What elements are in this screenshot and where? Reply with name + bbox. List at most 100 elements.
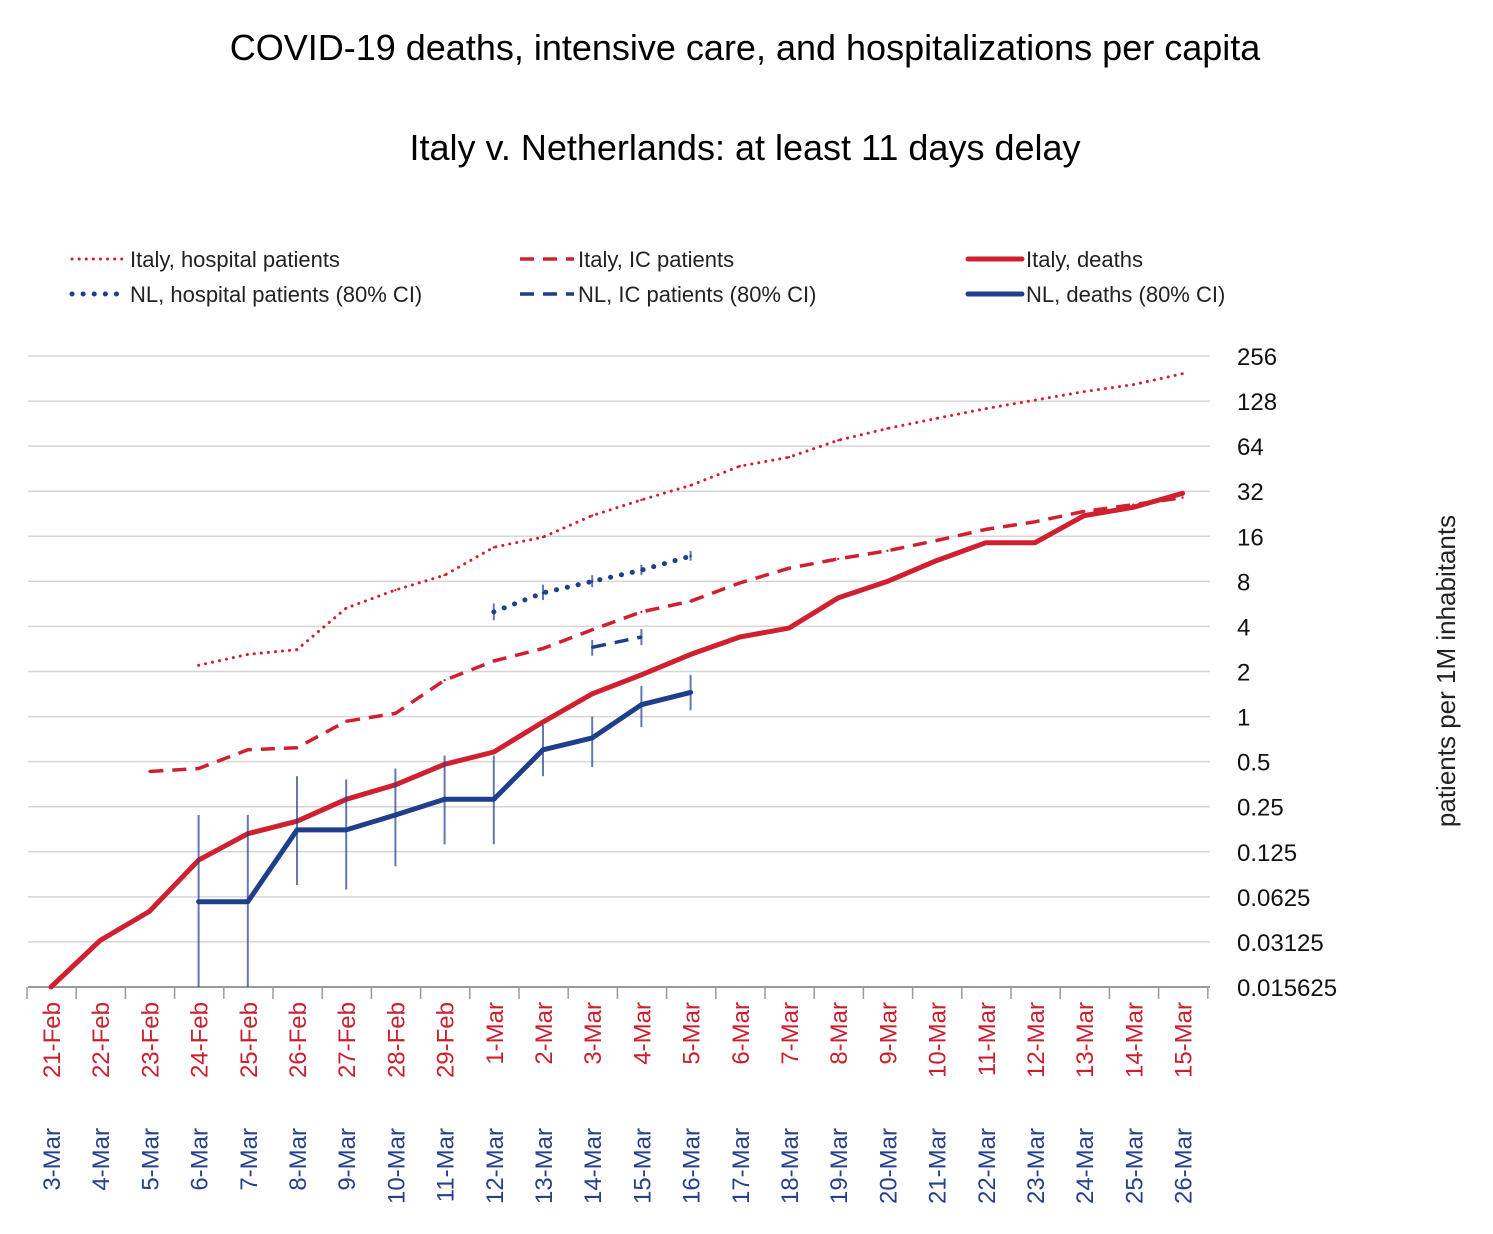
x-tick-label-nl: 6-Mar (187, 1128, 214, 1191)
data-point (541, 647, 545, 650)
data-point (935, 539, 938, 542)
x-tick-label-italy: 6-Mar (728, 1002, 755, 1065)
data-point (99, 939, 102, 942)
x-tick-label-italy: 22-Feb (88, 1002, 115, 1078)
x-tick-label-nl: 5-Mar (137, 1128, 164, 1191)
data-point (886, 549, 889, 552)
data-point (443, 573, 446, 577)
x-tick-label-italy: 24-Feb (187, 1002, 214, 1078)
data-point (640, 498, 643, 502)
y-tick-label: 256 (1237, 344, 1277, 371)
legend-item: Italy, hospital patients (70, 247, 340, 272)
x-tick-label-nl: 21-Mar (925, 1128, 952, 1204)
legend-label: Italy, IC patients (578, 247, 734, 272)
data-point (738, 465, 741, 468)
data-point (49, 985, 53, 989)
data-point (787, 566, 791, 570)
data-point (295, 828, 299, 832)
x-tick-label-italy: 12-Mar (1023, 1002, 1050, 1078)
data-point (591, 514, 594, 517)
x-tick-label-nl: 22-Mar (974, 1128, 1001, 1204)
data-point (787, 626, 791, 630)
x-tick-label-italy: 4-Mar (629, 1002, 656, 1065)
series-italy-hospital-patients (197, 372, 1185, 667)
x-tick-label-nl: 4-Mar (88, 1128, 115, 1191)
data-point (492, 610, 495, 614)
data-point (1083, 390, 1086, 393)
y-tick-label: 1 (1237, 705, 1250, 732)
legend-item: NL, hospital patients (80% CI) (69, 282, 422, 307)
series-nl-ic-patients-80-ci (591, 628, 643, 656)
data-point (886, 580, 889, 583)
data-point (492, 546, 495, 549)
x-tick-label-italy: 10-Mar (925, 1002, 952, 1078)
data-point (984, 541, 987, 544)
x-tick-label-italy: 9-Mar (875, 1002, 902, 1065)
data-point (197, 767, 200, 770)
data-point (935, 417, 938, 420)
x-tick-label-nl: 20-Mar (875, 1128, 902, 1204)
series-line (591, 635, 642, 650)
data-point (591, 692, 594, 695)
x-tick-label-nl: 25-Mar (1121, 1128, 1148, 1204)
x-tick-label-nl: 7-Mar (236, 1128, 263, 1191)
data-point (345, 606, 348, 610)
x-tick-label-nl: 11-Mar (433, 1128, 460, 1202)
data-point (689, 691, 692, 694)
legend-item: Italy, deaths (965, 247, 1143, 272)
data-point (935, 559, 938, 562)
data-point (837, 557, 840, 561)
data-point (345, 720, 348, 723)
legend-label: NL, IC patients (80% CI) (578, 282, 816, 307)
series-nl-deaths-80-ci (196, 674, 694, 987)
x-tick-label-nl: 12-Mar (482, 1128, 509, 1204)
data-point (689, 599, 692, 603)
series-line (48, 490, 1186, 990)
legend-item: NL, IC patients (80% CI) (520, 282, 816, 307)
y-tick-label: 8 (1237, 569, 1250, 596)
x-tick-label-italy: 21-Feb (39, 1002, 66, 1078)
x-tick-label-italy: 2-Mar (531, 1002, 558, 1065)
y-tick-label: 64 (1237, 434, 1264, 461)
x-tick-label-nl: 9-Mar (334, 1128, 361, 1191)
x-tick-label-italy: 25-Feb (236, 1002, 263, 1078)
legend: Italy, hospital patients Italy, IC patien… (69, 247, 1225, 307)
y-tick-label: 0.03125 (1237, 930, 1324, 957)
legend-label: NL, hospital patients (80% CI) (130, 282, 422, 307)
data-point (984, 407, 987, 410)
y-axis: 256 128 64 32 16 8 4 2 1 0.5 0.25 0.125 0.0625 0.0312… (1237, 344, 1337, 1002)
legend-item: Italy, IC patients (520, 247, 734, 272)
data-point (541, 591, 545, 595)
data-point (689, 554, 692, 558)
x-tick-label-italy: 5-Mar (679, 1002, 706, 1065)
data-point (1181, 372, 1184, 375)
data-point (689, 653, 692, 656)
series-italy-ic-patients (148, 495, 1184, 774)
x-tick-label-italy: 27-Feb (334, 1002, 361, 1078)
plot-area (48, 372, 1186, 990)
data-point (886, 427, 889, 430)
data-point (443, 678, 446, 682)
x-tick-label-nl: 18-Mar (777, 1128, 804, 1204)
data-point (295, 746, 299, 749)
data-point (591, 736, 594, 740)
x-tick-label-italy: 29-Feb (433, 1002, 460, 1078)
chart-title: COVID-19 deaths, intensive care, and hos… (230, 27, 1262, 68)
data-point (1083, 510, 1086, 513)
x-tick-label-italy: 26-Feb (285, 1002, 312, 1078)
data-point (246, 653, 249, 656)
data-point (1033, 520, 1037, 523)
data-point (394, 588, 397, 592)
data-point (689, 484, 692, 487)
data-point (640, 610, 643, 614)
data-point (148, 770, 151, 773)
data-point (640, 635, 643, 639)
y-tick-label: 32 (1237, 479, 1264, 506)
y-tick-label: 0.5 (1237, 750, 1270, 777)
data-point (492, 659, 495, 663)
data-point (640, 673, 643, 677)
y-tick-label: 4 (1237, 614, 1250, 641)
data-point (1181, 496, 1184, 499)
x-tick-label-nl: 13-Mar (531, 1128, 558, 1204)
